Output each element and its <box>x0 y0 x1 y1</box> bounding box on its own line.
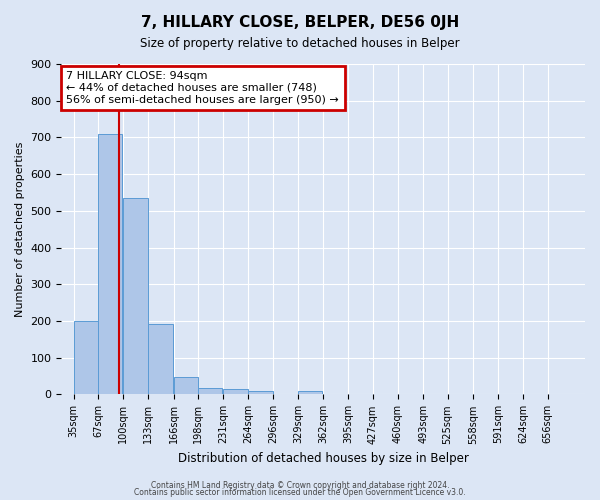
Bar <box>298 391 322 394</box>
Text: Size of property relative to detached houses in Belper: Size of property relative to detached ho… <box>140 38 460 51</box>
Bar <box>123 198 148 394</box>
X-axis label: Distribution of detached houses by size in Belper: Distribution of detached houses by size … <box>178 452 469 465</box>
Bar <box>198 388 223 394</box>
Y-axis label: Number of detached properties: Number of detached properties <box>15 142 25 317</box>
Bar <box>223 390 248 394</box>
Text: 7, HILLARY CLOSE, BELPER, DE56 0JH: 7, HILLARY CLOSE, BELPER, DE56 0JH <box>141 15 459 30</box>
Bar <box>173 377 198 394</box>
Text: Contains HM Land Registry data © Crown copyright and database right 2024.: Contains HM Land Registry data © Crown c… <box>151 480 449 490</box>
Bar <box>98 134 122 394</box>
Text: 7 HILLARY CLOSE: 94sqm
← 44% of detached houses are smaller (748)
56% of semi-de: 7 HILLARY CLOSE: 94sqm ← 44% of detached… <box>66 72 339 104</box>
Bar <box>74 321 98 394</box>
Bar <box>148 324 173 394</box>
Bar <box>248 391 273 394</box>
Text: Contains public sector information licensed under the Open Government Licence v3: Contains public sector information licen… <box>134 488 466 497</box>
